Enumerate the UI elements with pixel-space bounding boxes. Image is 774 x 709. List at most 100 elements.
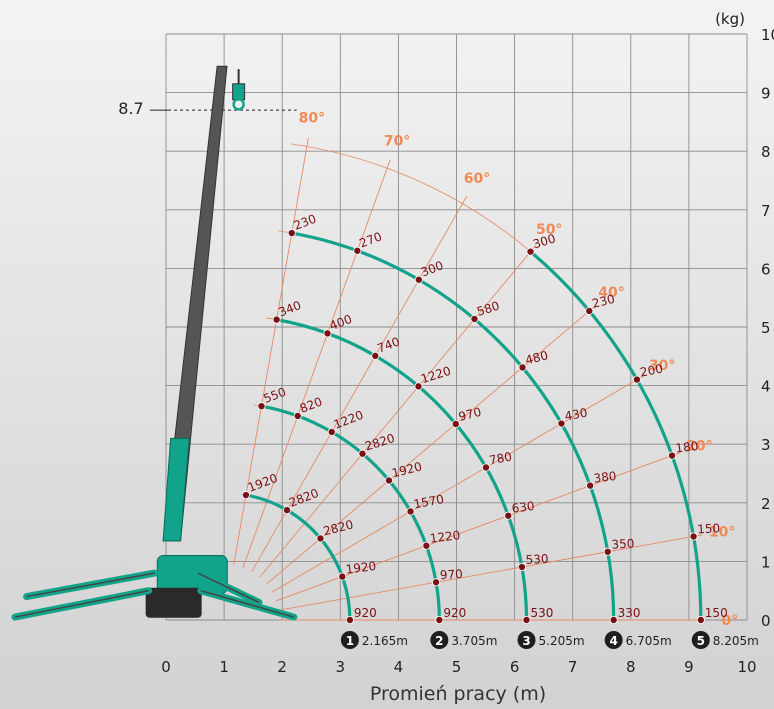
angle-label: 30°	[649, 358, 675, 374]
angle-label: 60°	[464, 171, 490, 187]
radius-badge-number: 1	[346, 634, 354, 648]
radius-label: 2.165m	[362, 634, 408, 648]
load-value-label: 1920	[345, 559, 377, 577]
load-point	[384, 476, 393, 485]
load-value-label: 1570	[413, 492, 446, 511]
load-point	[345, 616, 354, 625]
x-tick-label: 5	[452, 658, 462, 676]
load-point	[371, 351, 380, 360]
outrigger-detail	[200, 589, 295, 618]
load-value-label: 630	[511, 499, 535, 516]
load-point	[282, 506, 291, 515]
angle-label: 70°	[384, 134, 410, 150]
y-tick-label: 8	[761, 143, 771, 161]
x-tick-label: 1	[219, 658, 229, 676]
load-point	[323, 329, 332, 338]
load-value-label: 200	[639, 362, 664, 380]
radius-badge	[517, 631, 536, 649]
outrigger-detail	[26, 572, 155, 598]
load-value-label: 1220	[429, 528, 461, 546]
angle-label: 20°	[686, 439, 712, 455]
load-point	[504, 511, 513, 520]
load-value-label: 920	[354, 606, 377, 620]
load-point	[689, 532, 698, 541]
x-tick-label: 2	[277, 658, 287, 676]
load-value-label: 970	[439, 567, 463, 582]
x-axis-title: Promień pracy (m)	[370, 683, 546, 705]
y-tick-label: 9	[761, 85, 771, 103]
load-point	[287, 229, 296, 238]
load-point	[470, 315, 479, 324]
load-point	[609, 616, 618, 625]
load-point	[522, 616, 531, 625]
crane-track	[145, 587, 202, 618]
load-point	[353, 246, 362, 255]
load-value-label: 430	[563, 406, 588, 424]
x-tick-label: 6	[510, 658, 520, 676]
load-point	[696, 616, 705, 625]
x-tick-label: 8	[626, 658, 636, 676]
load-point	[422, 541, 431, 550]
load-value-label: 380	[593, 469, 617, 486]
load-point	[435, 616, 444, 625]
radius-badge-number: 2	[435, 634, 443, 648]
load-value-label: 970	[457, 405, 483, 424]
y-tick-label: 4	[761, 378, 771, 396]
load-point	[406, 507, 415, 516]
load-value-label: 780	[488, 450, 513, 468]
load-point	[526, 247, 535, 256]
x-tick-label: 0	[161, 658, 171, 676]
x-tick-label: 3	[336, 658, 346, 676]
angle-label: 80°	[299, 111, 325, 127]
radius-badge	[691, 631, 710, 649]
crane-illustration	[11, 65, 298, 621]
load-value-label: 350	[611, 536, 635, 551]
boom-base	[162, 437, 190, 542]
load-value-label: 920	[443, 606, 466, 620]
radius-label: 5.205m	[539, 634, 585, 648]
load-point	[432, 578, 441, 587]
load-value-label: 230	[591, 292, 617, 311]
load-point	[632, 375, 641, 384]
x-tick-label: 4	[394, 658, 404, 676]
load-point	[603, 547, 612, 556]
y-tick-label: 0	[761, 612, 771, 630]
outrigger-detail	[197, 572, 260, 604]
load-point	[585, 306, 594, 315]
y-tick-label: 1	[761, 553, 771, 571]
radius-label: 3.705m	[451, 634, 497, 648]
radius-badge	[340, 631, 359, 649]
load-point	[257, 402, 266, 411]
hook	[232, 98, 245, 111]
load-value-label: 150	[705, 606, 728, 620]
y-tick-label: 2	[761, 495, 771, 513]
y-tick-label: 7	[761, 202, 771, 220]
height-marker-label: 8.7	[118, 99, 143, 118]
load-value-label: 580	[475, 299, 501, 319]
hook-block	[232, 83, 246, 101]
load-point	[481, 463, 490, 472]
load-value-label: 530	[525, 552, 549, 567]
load-point	[668, 451, 677, 460]
load-points	[241, 229, 705, 625]
load-value-label: 330	[618, 606, 641, 620]
radius-badge-number: 4	[609, 634, 617, 648]
load-point	[518, 363, 527, 372]
load-point	[293, 411, 302, 420]
load-arc-5	[529, 250, 703, 621]
load-point	[338, 572, 347, 581]
y-tick-label: 5	[761, 319, 771, 337]
load-point	[414, 382, 423, 391]
radius-badge-number: 5	[697, 634, 705, 648]
grid: 0 1 2 3 4 5 6 7 8 9 10 0 1 2 3 4 5 6 7 8 9 10	[150, 26, 774, 676]
y-tick-label: 3	[761, 436, 771, 454]
angle-label: 50°	[536, 222, 562, 238]
load-point	[241, 491, 250, 500]
x-tick-label: 10	[737, 658, 756, 676]
radius-badge	[430, 631, 449, 649]
angle-label: 10°	[709, 524, 735, 540]
load-value-label: 150	[697, 521, 721, 536]
angle-label: 0°	[721, 613, 738, 629]
